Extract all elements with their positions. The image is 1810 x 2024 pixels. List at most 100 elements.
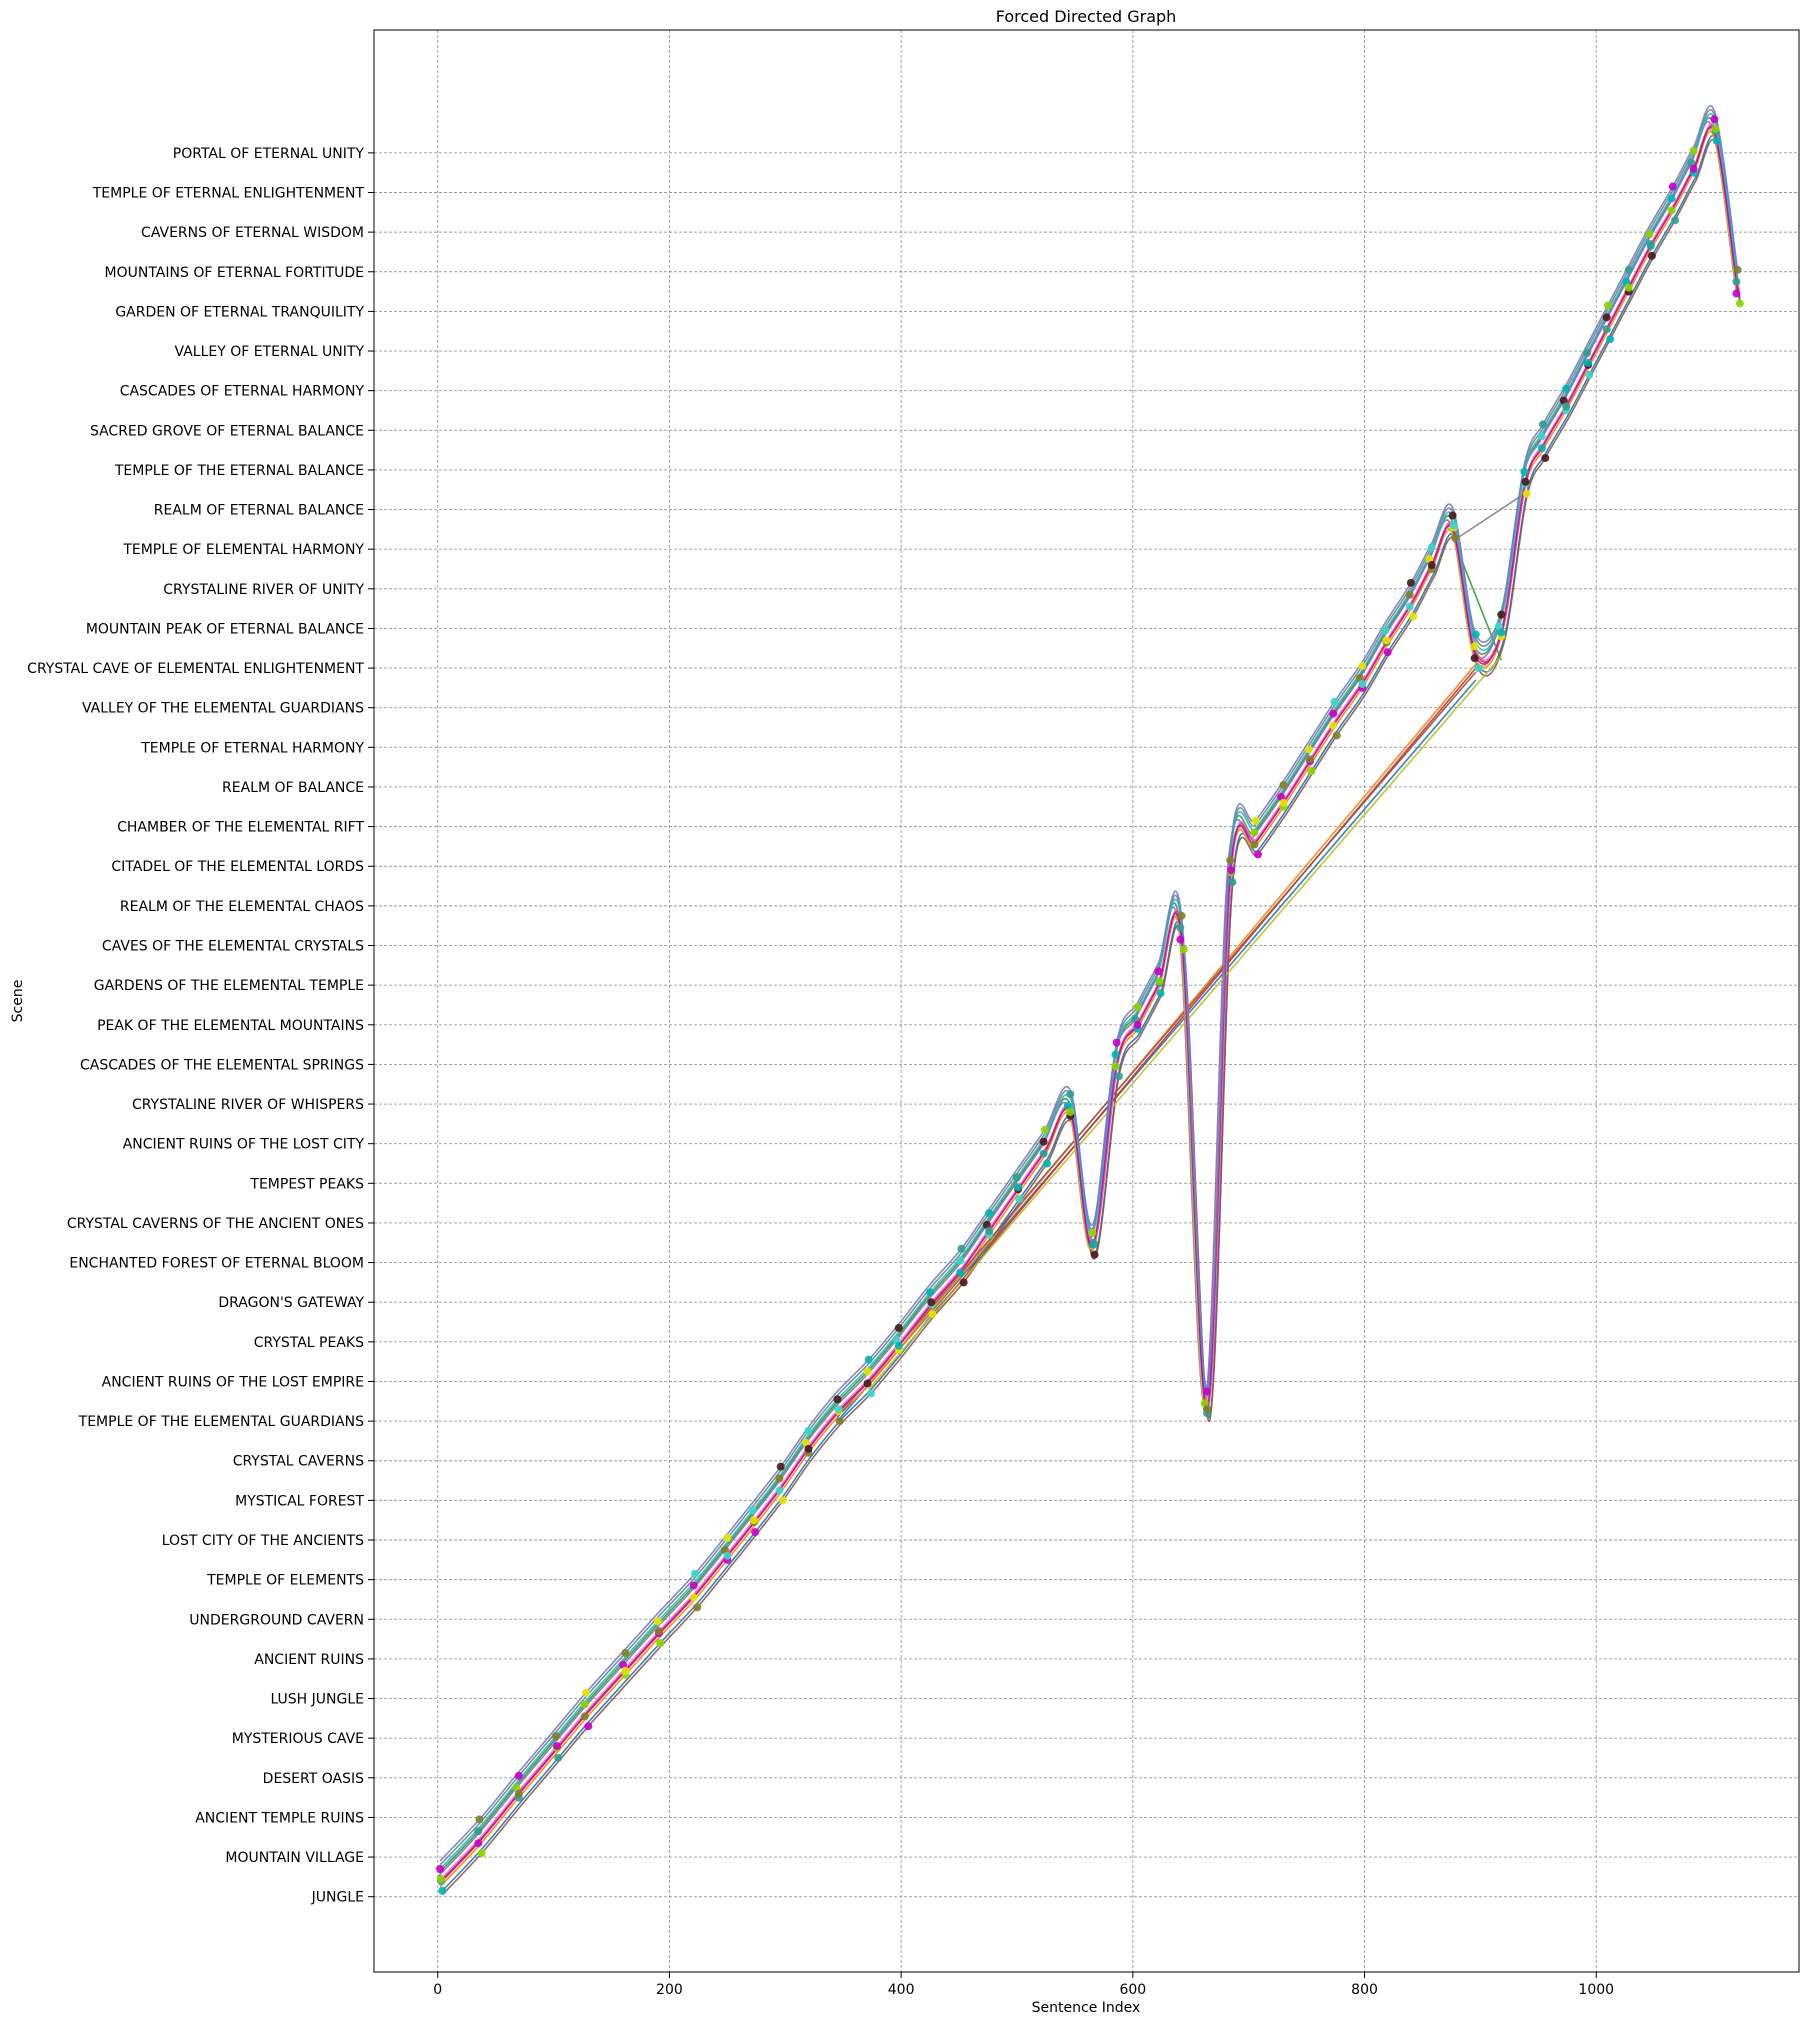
chart-title: Forced Directed Graph [996,7,1177,26]
data-point [1497,610,1506,619]
data-point [1133,1020,1142,1029]
data-point [1304,745,1313,754]
series-jump-line [868,663,1477,1386]
data-point [1449,521,1458,530]
series-jump-line [1452,493,1525,542]
data-point [1176,935,1185,944]
y-tick-label: CAVES OF THE ELEMENTAL CRYSTALS [102,939,364,955]
data-point [1358,679,1367,688]
data-point [723,1551,732,1560]
y-axis-ticks: JUNGLE MOUNTAIN VILLAGE ANCIENT TEMPLE RUI… [27,146,374,1906]
y-tick-label: CRYSTAL CAVE OF ELEMENTAL ENLIGHTENMENT [27,661,364,677]
y-tick-label: CASCADES OF ETERNAL HARMONY [120,384,365,400]
data-point [959,1278,968,1287]
data-point [1427,543,1436,552]
y-axis-label: Scene [10,980,26,1023]
data-point [1409,612,1418,621]
data-point [927,1298,936,1307]
data-point [1307,767,1316,776]
data-point [776,1462,785,1471]
data-point [1624,265,1633,274]
data-point [621,1648,630,1657]
data-point [1405,602,1414,611]
data-point [1329,721,1338,730]
data-point [894,1341,903,1350]
data-point [1624,283,1633,292]
data-point [1735,299,1744,308]
data-point [1537,444,1546,453]
y-tick-label: TEMPLE OF THE ELEMENTAL GUARDIANS [78,1414,364,1430]
data-point [833,1395,842,1404]
y-tick-label: GARDEN OF ETERNAL TRANQUILITY [115,304,364,320]
data-point [474,1839,483,1848]
data-point [1667,194,1676,203]
data-point [436,1864,445,1873]
y-tick-label: CRYSTALINE RIVER OF WHISPERS [132,1097,364,1113]
y-tick-label: CAVERNS OF ETERNAL WISDOM [141,225,364,241]
data-point [1279,798,1288,807]
y-tick-label: CITADEL OF THE ELEMENTAL LORDS [111,859,364,875]
y-tick-label: TEMPLE OF ELEMENTAL HARMONY [122,542,364,558]
data-point [1133,1002,1142,1011]
y-tick-label: LOST CITY OF THE ANCIENTS [162,1533,364,1549]
data-point [1450,533,1459,542]
data-point [867,1389,876,1398]
data-point [1202,1405,1211,1414]
x-tick-label: 0 [433,1982,442,1998]
data-point [751,1528,760,1537]
data-point [1474,664,1483,673]
y-tick-label: MOUNTAIN PEAK OF ETERNAL BALANCE [86,621,364,637]
y-tick-label: TEMPLE OF ETERNAL HARMONY [140,740,364,756]
data-point [514,1789,523,1798]
data-point [1562,384,1571,393]
data-point [1156,989,1165,998]
data-point [1228,878,1237,887]
data-point [690,1569,699,1578]
series-markers [436,115,1744,1895]
data-point [1521,477,1530,486]
data-point [834,1405,843,1414]
data-point [1089,1238,1098,1247]
data-point [750,1516,758,1525]
series-jump-line [836,671,1477,1418]
data-point [1667,206,1676,215]
data-point [474,1827,483,1836]
x-tick-label: 400 [888,1982,915,1998]
data-point [985,1209,994,1218]
data-point [689,1593,698,1602]
data-point [1537,432,1546,441]
data-point [1155,977,1164,986]
data-point [1250,828,1259,837]
series-jump-line [929,667,1477,1319]
data-point [1405,590,1414,599]
data-point [1358,662,1367,671]
data-point [1066,1107,1075,1116]
y-tick-label: REALM OF ETERNAL BALANCE [154,503,364,519]
data-point [1154,967,1163,976]
data-point [956,1256,965,1265]
data-point [1522,489,1531,498]
y-tick-label: CASCADES OF THE ELEMENTAL SPRINGS [80,1057,364,1073]
data-point [477,1849,486,1858]
y-tick-label: TEMPLE OF ELEMENTS [206,1573,364,1589]
data-point [580,1712,589,1721]
series-line [439,105,1739,1862]
data-point [1111,1062,1120,1071]
data-point [775,1486,784,1495]
series-jump-line [868,655,1502,1390]
data-point [554,1753,563,1762]
data-point [1329,709,1338,718]
data-point [1306,755,1315,764]
data-point [553,1742,562,1751]
data-point [621,1666,630,1675]
y-tick-label: DESERT OASIS [263,1771,364,1787]
data-point [1470,642,1479,651]
data-point [551,1732,560,1741]
data-point [1043,1159,1052,1168]
data-point [778,1496,787,1505]
data-point [1585,370,1594,379]
data-point [1112,1038,1121,1047]
y-tick-label: CHAMBER OF THE ELEMENTAL RIFT [117,820,364,836]
data-point [1712,136,1721,145]
